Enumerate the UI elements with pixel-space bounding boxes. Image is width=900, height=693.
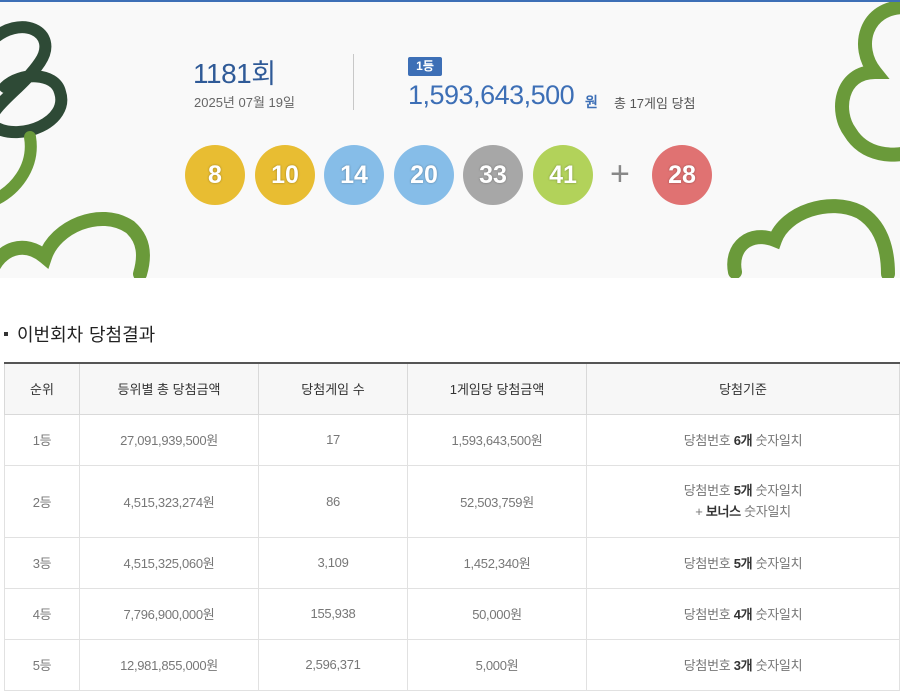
per-game-prize-cell: 1,593,643,500원 bbox=[407, 413, 587, 466]
total-prize-cell: 12,981,855,000원 bbox=[79, 638, 259, 691]
per-game-prize-cell: 52,503,759원 bbox=[407, 464, 587, 538]
criteria-line: 당첨번호 5개 숫자일치 bbox=[587, 480, 899, 501]
rank-cell: 4등 bbox=[4, 587, 80, 640]
header-per-game-prize: 1게임당 당첨금액 bbox=[407, 362, 587, 415]
draw-number-value: 1181 bbox=[193, 58, 252, 89]
total-prize-cell: 27,091,939,500원 bbox=[79, 413, 259, 466]
criteria-cell: 당첨번호 4개 숫자일치 bbox=[586, 587, 900, 640]
criteria-count: 5개 bbox=[733, 556, 753, 571]
table-header-row: 순위 등위별 총 당첨금액 당첨게임 수 1게임당 당첨금액 당첨기준 bbox=[4, 362, 900, 415]
table-row: 4등 7,796,900,000원 155,938 50,000원 당첨번호 4… bbox=[4, 587, 900, 640]
criteria-cell: 당첨번호 6개 숫자일치 bbox=[586, 413, 900, 466]
draw-date: 2025년 07월 19일 bbox=[194, 95, 295, 110]
draw-number-unit: 회 bbox=[251, 59, 276, 89]
criteria-text: 당첨번호 bbox=[683, 607, 734, 622]
per-game-prize-cell: 5,000원 bbox=[407, 638, 587, 691]
rank-cell: 1등 bbox=[4, 413, 80, 466]
section-title-text: 이번회차 당첨결과 bbox=[17, 325, 156, 346]
table-row: 3등 4,515,325,060원 3,109 1,452,340원 당첨번호 … bbox=[4, 536, 900, 589]
criteria-text: 당첨번호 bbox=[683, 483, 734, 498]
header-rank: 순위 bbox=[4, 362, 80, 415]
criteria-cell: 당첨번호 3개 숫자일치 bbox=[586, 638, 900, 691]
header-divider bbox=[353, 54, 354, 110]
draw-result-banner: 1181회 2025년 07월 19일 1등 1,593,643,500 원 총… bbox=[0, 2, 900, 278]
plus-sign: + bbox=[610, 155, 630, 193]
winning-ball-4: 20 bbox=[394, 145, 454, 205]
criteria-cell: 당첨번호 5개 숫자일치 bbox=[586, 536, 900, 589]
criteria-count: 3개 bbox=[733, 658, 753, 673]
criteria-text: 숫자일치 bbox=[752, 556, 803, 571]
total-prize-cell: 4,515,323,274원 bbox=[79, 464, 259, 538]
winning-games-cell: 17 bbox=[258, 413, 408, 466]
header-total-prize: 등위별 총 당첨금액 bbox=[79, 362, 259, 415]
first-prize-badge: 1등 bbox=[408, 57, 442, 76]
criteria-text: 당첨번호 bbox=[683, 658, 734, 673]
section-title: 이번회차 당첨결과 bbox=[0, 321, 155, 347]
criteria-text: 숫자일치 bbox=[752, 483, 803, 498]
criteria-cell: 당첨번호 5개 숫자일치 + 보너스 숫자일치 bbox=[586, 464, 900, 538]
criteria-text: 숫자일치 bbox=[752, 658, 803, 673]
rank-cell: 3등 bbox=[4, 536, 80, 589]
total-prize-cell: 7,796,900,000원 bbox=[79, 587, 259, 640]
bonus-text: 숫자일치 bbox=[740, 504, 791, 519]
first-prize-unit: 원 bbox=[585, 94, 598, 110]
criteria-count: 4개 bbox=[733, 607, 753, 622]
table-row: 1등 27,091,939,500원 17 1,593,643,500원 당첨번… bbox=[4, 413, 900, 466]
bullet-dot-icon bbox=[4, 332, 8, 336]
first-prize-winners: 총 17게임 당첨 bbox=[614, 96, 696, 111]
bonus-ball: 28 bbox=[652, 145, 712, 205]
winning-ball-1: 8 bbox=[185, 145, 245, 205]
decorative-swirl-right bbox=[727, 2, 900, 278]
bonus-label: 보너스 bbox=[705, 504, 741, 519]
criteria-count: 6개 bbox=[733, 433, 753, 448]
table-row: 5등 12,981,855,000원 2,596,371 5,000원 당첨번호… bbox=[4, 638, 900, 691]
winning-ball-6: 41 bbox=[533, 145, 593, 205]
per-game-prize-cell: 50,000원 bbox=[407, 587, 587, 640]
winning-games-cell: 155,938 bbox=[258, 587, 408, 640]
total-prize-cell: 4,515,325,060원 bbox=[79, 536, 259, 589]
per-game-prize-cell: 1,452,340원 bbox=[407, 536, 587, 589]
winning-games-cell: 3,109 bbox=[258, 536, 408, 589]
criteria-text: 당첨번호 bbox=[683, 556, 734, 571]
draw-number: 1181회 bbox=[193, 52, 276, 91]
rank-cell: 2등 bbox=[4, 464, 80, 538]
prize-result-table: 순위 등위별 총 당첨금액 당첨게임 수 1게임당 당첨금액 당첨기준 1등 2… bbox=[4, 362, 900, 691]
winning-ball-5: 33 bbox=[463, 145, 523, 205]
bonus-criteria-line: + 보너스 숫자일치 bbox=[587, 501, 899, 522]
header-criteria: 당첨기준 bbox=[586, 362, 900, 415]
winning-ball-3: 14 bbox=[324, 145, 384, 205]
winning-ball-2: 10 bbox=[255, 145, 315, 205]
bonus-prefix: + bbox=[695, 504, 706, 519]
criteria-text: 숫자일치 bbox=[752, 607, 803, 622]
header-winning-games: 당첨게임 수 bbox=[258, 362, 408, 415]
table-row: 2등 4,515,323,274원 86 52,503,759원 당첨번호 5개… bbox=[4, 464, 900, 538]
winning-games-cell: 2,596,371 bbox=[258, 638, 408, 691]
criteria-count: 5개 bbox=[733, 483, 753, 498]
first-prize-amount: 1,593,643,500 bbox=[408, 80, 575, 110]
criteria-text: 당첨번호 bbox=[683, 433, 734, 448]
rank-cell: 5등 bbox=[4, 638, 80, 691]
winning-games-cell: 86 bbox=[258, 464, 408, 538]
decorative-swirl-left bbox=[0, 21, 150, 278]
top-rule bbox=[0, 0, 900, 2]
criteria-text: 숫자일치 bbox=[752, 433, 803, 448]
